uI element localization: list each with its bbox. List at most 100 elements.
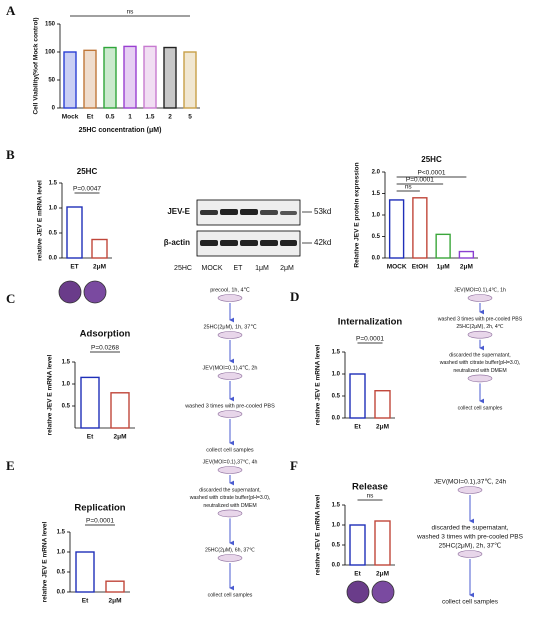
y-axis-label: Cell Viability(%of Mock control) (33, 17, 40, 114)
plaque-well (58, 280, 82, 304)
bar (105, 580, 125, 593)
band (280, 240, 297, 246)
y-tick-label: 1.5 (57, 530, 66, 536)
bar (388, 199, 405, 259)
x-tick-label: 1μM (437, 264, 450, 271)
x-tick-label: 2μM (113, 434, 126, 441)
band (280, 211, 297, 215)
annotation: P=0.0268 (91, 345, 119, 352)
y-tick-label: 0.5 (332, 394, 341, 400)
annotation: ns (367, 493, 375, 500)
x-axis-label: 25HC concentration (μM) (79, 127, 162, 134)
x-tick-label: Et (87, 114, 94, 121)
band (200, 240, 218, 246)
culture-dish (457, 486, 483, 494)
y-tick-label: 1.5 (332, 350, 341, 356)
x-tick-label: ET (70, 264, 78, 271)
protocol-step: discarded the supernatant, (199, 487, 260, 493)
lane-label: 1μM (255, 265, 269, 272)
culture-dish (217, 410, 243, 418)
y-tick-label: 1.0 (62, 382, 71, 388)
y-tick-label: 0.0 (372, 256, 381, 262)
bar (435, 233, 451, 259)
y-tick-label: 0 (52, 106, 56, 112)
bar (458, 250, 475, 259)
culture-dish (457, 550, 483, 558)
y-axis-label: relative JEV E mRNA level (37, 180, 44, 261)
panel-letter: E (6, 458, 15, 473)
y-tick-label: 0.5 (62, 404, 71, 410)
protocol-step: precool, 1h, 4℃ (210, 286, 250, 293)
bar (163, 46, 177, 109)
bar (75, 551, 95, 593)
x-tick-label: 2μM (376, 424, 389, 431)
protocol-step: JEV(MOI=0.1),37℃, 24h (434, 478, 507, 486)
protocol-step: JEV(MOI=0.1),4℃, 2h (203, 364, 258, 371)
x-tick-label: EtOH (412, 264, 429, 271)
chart-title: Release (352, 482, 388, 493)
protocol-step: washed with citrate buffer(pH=3.0), (190, 495, 271, 501)
y-tick-label: 1.5 (372, 191, 381, 197)
protocol-step: washed 3 times with pre-cooled PBS (184, 403, 275, 409)
bar (349, 373, 366, 419)
x-tick-label: Et (82, 598, 89, 605)
panel-letter: C (6, 291, 15, 306)
y-tick-label: 50 (48, 78, 55, 84)
lane-label: 2μM (280, 265, 294, 272)
y-axis-label: relative JEV E mRNA level (315, 344, 322, 425)
bar (374, 390, 391, 419)
annotation: ns (405, 184, 413, 191)
chart-title: 25HC (421, 155, 442, 164)
bar (66, 206, 83, 259)
annotation: ns (127, 9, 135, 16)
y-tick-label: 2.0 (372, 170, 381, 176)
protocol-step: washed 3 times with pre-cooled PBS (438, 316, 523, 322)
panel-letter: D (290, 289, 299, 304)
y-axis-label: relative JEV E mRNA level (42, 521, 49, 602)
annotation: P=0.0047 (73, 186, 101, 193)
y-tick-label: 1.5 (62, 360, 71, 366)
protocol-step: 25HC(2μM), 6h, 37℃ (205, 547, 255, 553)
annotation: P<0.0001 (417, 170, 445, 177)
culture-dish (467, 374, 493, 383)
protocol-step: neutralized with DMEM (453, 368, 506, 374)
band (200, 210, 218, 215)
protocol-step: washed 3 times with pre-cooled PBS (416, 534, 524, 541)
protocol-step: collect cell samples (458, 405, 503, 411)
bar (110, 392, 130, 429)
plaque-well (371, 580, 395, 604)
y-tick-label: 0.0 (57, 590, 66, 596)
plaque-well (83, 280, 107, 304)
y-tick-label: 1.0 (372, 213, 381, 219)
x-tick-label: Et (354, 571, 361, 578)
y-tick-label: 1.0 (332, 372, 341, 378)
x-tick-label: 2μM (376, 571, 389, 578)
bar (143, 45, 157, 109)
y-axis-label: relative JEV E mRNA level (47, 354, 54, 435)
culture-dish (467, 294, 493, 302)
band (220, 209, 238, 215)
protocol-step: collect cell samples (208, 592, 253, 598)
y-tick-label: 1.0 (57, 550, 66, 556)
panel-letter: B (6, 147, 15, 162)
lane-label: 25HC (174, 265, 192, 272)
plaques (58, 280, 395, 604)
protocol-step: washed with citrate buffer(pH=3.0), (440, 360, 521, 366)
protocol-step: JEV(MOI=0.1),37℃, 4h (203, 459, 258, 465)
x-tick-label: Mock (62, 114, 79, 121)
x-tick-label: Et (354, 424, 361, 431)
size-label: 42kd (314, 238, 331, 247)
culture-dish (217, 372, 243, 380)
bar (91, 238, 108, 259)
bar (63, 51, 77, 109)
culture-dish (217, 509, 243, 518)
band (220, 240, 238, 246)
y-tick-label: 0.5 (57, 570, 66, 576)
x-tick-label: 2μM (108, 598, 121, 605)
protocol-step: JEV(MOI=0.1),4℃, 1h (454, 287, 506, 293)
protocol-step: collect cell samples (206, 447, 254, 453)
culture-dish (467, 330, 493, 339)
culture-dish (217, 466, 243, 474)
band-label: β-actin (164, 238, 190, 247)
